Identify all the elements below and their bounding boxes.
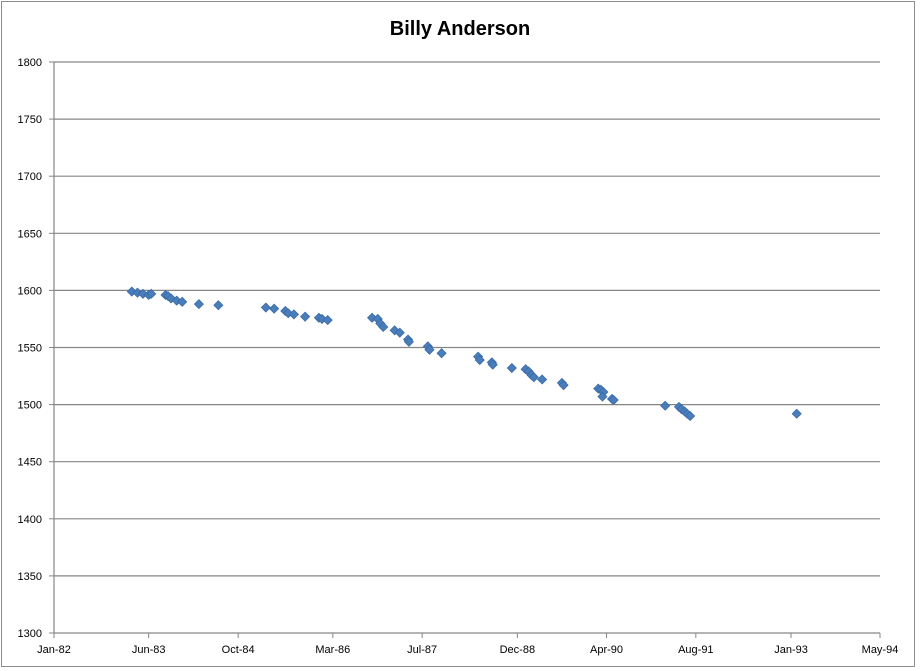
axes: [49, 61, 881, 638]
y-tick-label: 1600: [18, 285, 42, 297]
data-point: [558, 380, 569, 391]
data-point: [269, 303, 280, 314]
data-point: [300, 311, 311, 322]
y-tick-label: 1300: [18, 628, 42, 640]
data-point: [528, 372, 539, 383]
data-point: [506, 362, 517, 374]
x-tick-label: Apr-90: [590, 644, 623, 656]
x-tick-label: Oct-84: [222, 644, 255, 656]
data-point: [474, 354, 485, 366]
y-tick-label: 1500: [18, 400, 42, 412]
gridlines: [54, 61, 880, 577]
x-tick-label: Jan-93: [774, 644, 808, 656]
y-tick-label: 1800: [18, 57, 42, 69]
data-point: [436, 348, 447, 359]
data-point: [597, 391, 608, 402]
data-point: [126, 286, 137, 297]
data-point: [177, 296, 188, 307]
y-axis-tick-labels: 1300 1350 1400 1450 1500 1550 1600 1650 1700 1750…: [18, 57, 42, 640]
data-point: [424, 344, 435, 355]
x-tick-label: Jan-82: [37, 644, 71, 656]
data-point: [791, 408, 802, 419]
data-points: [126, 286, 802, 422]
data-point: [322, 315, 333, 326]
data-point: [213, 300, 224, 311]
data-point: [378, 321, 389, 333]
data-point: [608, 394, 619, 406]
y-tick-label: 1400: [18, 514, 42, 526]
y-tick-label: 1350: [18, 571, 42, 583]
x-axis-tick-labels: Jan-82 Jun-83 Oct-84 Mar-86 Jul-87 Dec-88 Apr-…: [37, 644, 898, 656]
data-point: [685, 410, 696, 422]
data-point: [288, 309, 299, 320]
y-tick-label: 1550: [18, 343, 42, 355]
x-tick-label: May-94: [862, 644, 899, 656]
x-tick-label: Jun-83: [132, 644, 166, 656]
chart-title: Billy Anderson: [389, 18, 531, 40]
data-point: [403, 336, 415, 347]
data-point: [171, 295, 182, 306]
y-tick-label: 1450: [18, 457, 42, 469]
data-point: [537, 374, 548, 385]
data-point: [260, 302, 271, 313]
data-point: [389, 325, 400, 336]
x-tick-label: Aug-91: [678, 644, 713, 656]
y-tick-label: 1650: [18, 228, 42, 240]
data-point: [146, 288, 157, 299]
data-point: [660, 400, 671, 411]
data-point: [394, 327, 405, 338]
y-tick-label: 1750: [18, 114, 42, 126]
x-tick-label: Mar-86: [315, 644, 350, 656]
data-point: [487, 359, 498, 370]
x-tick-label: Dec-88: [500, 644, 535, 656]
data-point: [193, 299, 204, 310]
x-tick-label: Jul-87: [407, 644, 437, 656]
y-tick-label: 1700: [18, 171, 42, 183]
